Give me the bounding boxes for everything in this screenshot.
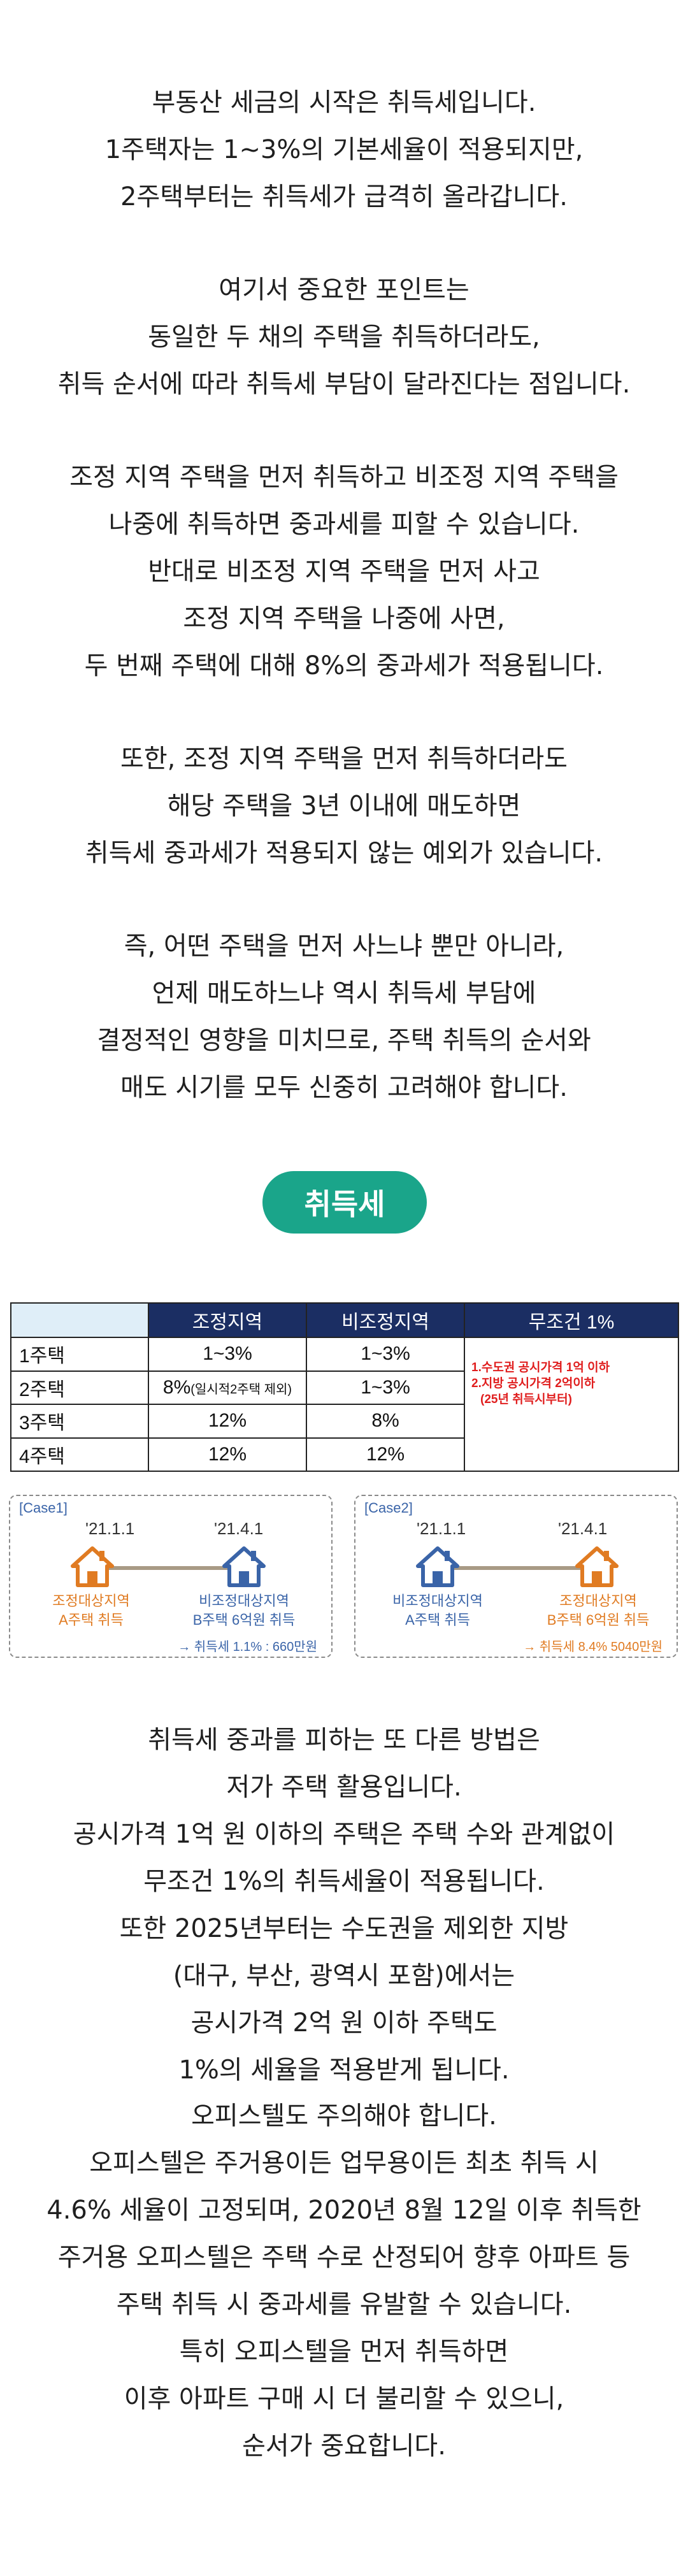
text-line: 1주택자는 1~3%의 기본세율이 적용되지만, [104, 135, 584, 164]
cell-adjusted: 12% [148, 1404, 307, 1439]
intro-paragraph-2: 여기서 중요한 포인트는 동일한 두 채의 주택을 취득하더라도, 취득 순서에… [0, 266, 688, 408]
text-line: 즉, 어떤 주택을 먼저 사느냐 뿐만 아니라, [124, 932, 564, 961]
text-line: 오피스텔도 주의해야 합니다. [191, 2101, 497, 2131]
house-icon [575, 1546, 619, 1587]
label-line: B주택 6억원 취득 [192, 1612, 296, 1628]
text-line: (대구, 부산, 광역시 포함)에서는 [173, 1961, 515, 1990]
text-line: 매도 시기를 모두 신중히 고려해야 합니다. [120, 1073, 568, 1102]
case-box-2: [Case2] '21.1.1 '21.4.1 비조정대상지역 A주택 취득 조… [354, 1495, 678, 1658]
table-row: 3주택 12% 8% [10, 1404, 678, 1439]
label-line: 조정대상지역 [559, 1593, 637, 1609]
text-line: 2주택부터는 취득세가 급격히 올라갑니다. [120, 182, 568, 212]
table-header-blank [10, 1302, 149, 1338]
condition-line: 1.수도권 공시가격 1억 이하 [471, 1361, 610, 1374]
text-line: 언제 매도하느냐 역시 취득세 부담에 [152, 979, 536, 1008]
text-line: 해당 주택을 3년 이내에 매도하면 [167, 791, 521, 821]
case-date-first: '21.1.1 [417, 1519, 466, 1538]
text-line: 여기서 중요한 포인트는 [219, 275, 469, 305]
cell-value: 8% [162, 1376, 191, 1398]
cell-non-adjusted: 12% [306, 1437, 465, 1472]
acquisition-tax-table: 조정지역 비조정지역 무조건 1% 1주택 1~3% 1~3% 1.수도권 공시… [10, 1302, 679, 1472]
label-line: A주택 취득 [405, 1612, 470, 1628]
timeline-line [432, 1566, 598, 1570]
label-line: 조정대상지역 [52, 1593, 130, 1609]
house-icon [416, 1546, 459, 1587]
case-second-label: 조정대상지역 B주택 6억원 취득 [538, 1592, 659, 1630]
label-line: 비조정대상지역 [392, 1593, 483, 1609]
text-line: 순서가 중요합니다. [242, 2431, 446, 2461]
label-line: A주택 취득 [59, 1612, 124, 1628]
case-date-first: '21.1.1 [85, 1519, 135, 1538]
text-line: 두 번째 주택에 대해 8%의 중과세가 적용됩니다. [84, 651, 604, 680]
row-label: 2주택 [10, 1370, 149, 1405]
cell-adjusted: 12% [148, 1437, 307, 1472]
cell-note: (일시적2주택 제외) [190, 1382, 292, 1397]
case-title: [Case2] [364, 1500, 413, 1516]
label-line: 비조정대상지역 [199, 1593, 289, 1609]
cell-adjusted: 8%(일시적2주택 제외) [148, 1370, 307, 1405]
timeline-line [93, 1566, 246, 1570]
text-line: 무조건 1%의 취득세율이 적용됩니다. [143, 1867, 545, 1896]
text-line: 이후 아파트 구매 시 더 불리할 수 있으니, [124, 2384, 564, 2414]
row-label: 4주택 [10, 1437, 149, 1472]
outro-paragraph-2: 오피스텔도 주의해야 합니다. 오피스텔은 주거용이든 업무용이든 최초 취득 … [0, 2092, 688, 2470]
intro-paragraph-3: 조정 지역 주택을 먼저 취득하고 비조정 지역 주택을 나중에 취득하면 중과… [0, 454, 688, 689]
cell-non-adjusted: 1~3% [306, 1370, 465, 1405]
text-line: 4.6% 세율이 고정되며, 2020년 8월 12일 이후 취득한 [47, 2196, 641, 2225]
table-header-adjusted: 조정지역 [148, 1302, 307, 1338]
text-line: 주거용 오피스텔은 주택 수로 산정되어 향후 아파트 등 [57, 2243, 631, 2272]
table-row: 1주택 1~3% 1~3% 1.수도권 공시가격 1억 이하 2.지방 공시가격… [10, 1337, 679, 1472]
text-line: 공시가격 2억 원 이하 주택도 [190, 2008, 498, 2038]
intro-paragraph-1: 부동산 세금의 시작은 취득세입니다. 1주택자는 1~3%의 기본세율이 적용… [0, 79, 688, 220]
flat-rate-conditions: 1.수도권 공시가격 1억 이하 2.지방 공시가격 2억이하 (25년 취득시… [464, 1337, 679, 1472]
section-pill: 취득세 [262, 1171, 427, 1234]
table-header-flat-rate: 무조건 1% [464, 1302, 679, 1338]
case-first-label: 조정대상지역 A주택 취득 [31, 1592, 152, 1630]
text-line: 오피스텔은 주거용이든 업무용이든 최초 취득 시 [89, 2148, 599, 2178]
text-line: 조정 지역 주택을 나중에 사면, [183, 604, 505, 633]
intro-paragraph-5: 즉, 어떤 주택을 먼저 사느냐 뿐만 아니라, 언제 매도하느냐 역시 취득세… [0, 923, 688, 1111]
condition-line: (25년 취득시부터) [480, 1393, 572, 1406]
table-row: 2주택 8%(일시적2주택 제외) 1~3% [10, 1370, 678, 1405]
house-icon [222, 1546, 266, 1587]
text-line: 결정적인 영향을 미치므로, 주택 취득의 순서와 [97, 1026, 591, 1055]
outro-paragraph-1: 취득세 중과를 피하는 또 다른 방법은 저가 주택 활용입니다. 공시가격 1… [0, 1716, 688, 2094]
text-line: 동일한 두 채의 주택을 취득하더라도, [148, 322, 540, 352]
case-date-second: '21.4.1 [214, 1519, 264, 1538]
case-result-note: → 취득세 1.1% : 660만원 [178, 1640, 317, 1654]
case-first-label: 비조정대상지역 A주택 취득 [377, 1592, 498, 1630]
case-date-second: '21.4.1 [558, 1519, 608, 1538]
table-row: 4주택 12% 12% [10, 1437, 678, 1472]
cell-non-adjusted: 8% [306, 1404, 465, 1439]
text-line: 취득세 중과세가 적용되지 않는 예외가 있습니다. [85, 838, 603, 868]
text-line: 1%의 세율을 적용받게 됩니다. [178, 2055, 510, 2085]
case-box-1: [Case1] '21.1.1 '21.4.1 조정대상지역 A주택 취득 비조… [9, 1495, 333, 1658]
table-header-non-adjusted: 비조정지역 [306, 1302, 465, 1338]
intro-paragraph-4: 또한, 조정 지역 주택을 먼저 취득하더라도 해당 주택을 3년 이내에 매도… [0, 735, 688, 877]
case-title: [Case1] [19, 1500, 68, 1516]
case-second-label: 비조정대상지역 B주택 6억원 취득 [183, 1592, 305, 1630]
label-line: B주택 6억원 취득 [547, 1612, 650, 1628]
text-line: 또한, 조정 지역 주택을 먼저 취득하더라도 [120, 744, 568, 774]
text-line: 주택 취득 시 중과세를 유발할 수 있습니다. [116, 2290, 572, 2319]
text-line: 저가 주택 활용입니다. [226, 1773, 462, 1802]
text-line: 취득세 중과를 피하는 또 다른 방법은 [148, 1725, 540, 1755]
case-result-note: → 취득세 8.4% 5040만원 [523, 1640, 663, 1654]
text-line: 반대로 비조정 지역 주택을 먼저 사고 [148, 557, 540, 586]
text-line: 공시가격 1억 원 이하의 주택은 주택 수와 관계없이 [73, 1820, 615, 1849]
house-icon [71, 1546, 114, 1587]
condition-line: 2.지방 공시가격 2억이하 [471, 1377, 596, 1390]
text-line: 나중에 취득하면 중과세를 피할 수 있습니다. [108, 510, 580, 539]
cell-adjusted: 1~3% [148, 1337, 307, 1372]
cell-non-adjusted: 1~3% [306, 1337, 465, 1372]
text-line: 특히 오피스텔을 먼저 취득하면 [179, 2337, 509, 2366]
row-label: 3주택 [10, 1404, 149, 1439]
text-line: 또한 2025년부터는 수도권을 제외한 지방 [119, 1914, 569, 1943]
text-line: 조정 지역 주택을 먼저 취득하고 비조정 지역 주택을 [69, 463, 619, 492]
text-line: 부동산 세금의 시작은 취득세입니다. [152, 88, 536, 117]
table-header-row: 조정지역 비조정지역 무조건 1% [10, 1302, 679, 1338]
row-label: 1주택 [10, 1337, 149, 1372]
text-line: 취득 순서에 따라 취득세 부담이 달라진다는 점입니다. [57, 370, 631, 399]
